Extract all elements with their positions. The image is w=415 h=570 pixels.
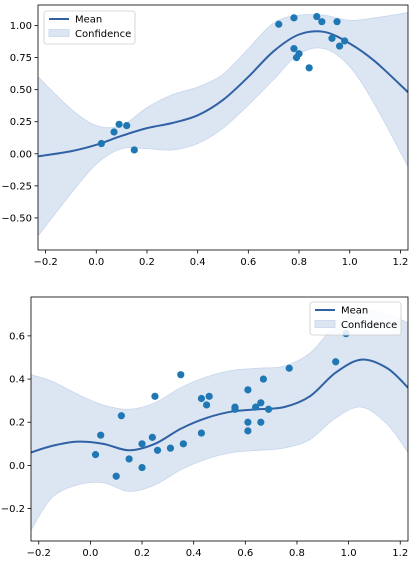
data-point <box>115 120 123 128</box>
data-point <box>295 50 303 58</box>
axes-frame <box>37 4 409 251</box>
x-tick-label: 0.0 <box>88 257 104 268</box>
x-tick-label: 0.6 <box>237 548 253 559</box>
x-tick-label: 1.0 <box>341 548 357 559</box>
data-point <box>148 433 156 441</box>
x-tick-label: 0.4 <box>186 548 202 559</box>
x-tick-label: 0.0 <box>82 548 98 559</box>
y-tick-label: 1.00 <box>10 21 32 32</box>
data-point <box>197 394 206 403</box>
legend-label-mean: Mean <box>75 15 102 26</box>
data-point <box>153 446 162 454</box>
data-point <box>205 392 213 400</box>
data-point <box>112 472 120 480</box>
y-tick-label: 0.0 <box>9 461 25 472</box>
y-tick-label: 0.00 <box>10 149 32 160</box>
legend-label-confidence: Confidence <box>341 320 397 331</box>
y-tick-label: 0.25 <box>10 117 32 128</box>
data-point <box>305 64 313 72</box>
data-point <box>264 405 273 413</box>
data-point <box>244 386 252 394</box>
y-tick-label: 0.2 <box>9 418 25 429</box>
y-tick-label: 0.6 <box>9 331 25 342</box>
data-point <box>244 427 252 435</box>
legend-label-confidence: Confidence <box>75 29 131 40</box>
chart-2: −0.2 0.0 0.2 0.4 0.6 0.8 1.0 1.2 −0.2 0.0 0.2 0.4 0.… <box>1 296 409 559</box>
x-tick-label: 0.2 <box>134 548 150 559</box>
data-point <box>117 412 125 420</box>
x-tick-label: 0.4 <box>190 257 206 268</box>
data-point <box>151 392 159 400</box>
data-point <box>257 399 265 407</box>
data-point <box>335 42 344 50</box>
y-tick-label: −0.2 <box>1 504 25 515</box>
data-point <box>125 455 133 463</box>
x-tick-label: 1.2 <box>392 548 408 559</box>
data-point <box>138 463 146 472</box>
data-point <box>332 358 340 366</box>
y-tick-label: 0.4 <box>9 375 25 386</box>
chart-1: −0.2 0.0 0.2 0.4 0.6 0.8 1.0 1.2 −0.50 −0.25 0.00 0… <box>1 4 409 268</box>
data-point <box>328 34 336 42</box>
data-point <box>341 37 349 45</box>
data-point <box>197 429 206 437</box>
data-point <box>318 18 326 26</box>
data-point <box>97 431 105 439</box>
data-point <box>252 403 260 411</box>
plot-area <box>31 309 408 531</box>
data-point <box>179 440 187 448</box>
confidence-band <box>31 309 408 531</box>
axes-frame <box>30 296 409 542</box>
y-tick-label: −0.50 <box>1 213 32 224</box>
x-tick-label: −0.2 <box>33 257 57 268</box>
x-tick-label: 1.0 <box>342 257 358 268</box>
data-point <box>290 14 298 22</box>
data-point <box>285 364 293 372</box>
data-point <box>257 418 265 426</box>
y-tick-label: 0.50 <box>10 85 32 96</box>
data-point <box>110 128 118 136</box>
data-point <box>177 371 185 379</box>
x-tick-label: −0.2 <box>27 548 51 559</box>
y-tick-label: −0.25 <box>1 181 32 192</box>
mean-line <box>31 358 408 454</box>
data-point <box>130 146 138 154</box>
data-point <box>333 18 341 26</box>
data-point <box>244 418 252 426</box>
x-tick-label: 0.8 <box>289 548 305 559</box>
data-point <box>313 12 321 21</box>
data-point <box>91 451 100 459</box>
data-point <box>231 405 239 413</box>
data-point <box>123 121 131 130</box>
data-point <box>275 20 283 28</box>
legend-confidence-swatch <box>314 320 336 328</box>
plot-area <box>38 12 408 237</box>
data-point <box>97 139 105 148</box>
x-tick-label: 0.6 <box>240 257 256 268</box>
legend-label-mean: Mean <box>341 306 368 317</box>
x-tick-label: 0.8 <box>291 257 307 268</box>
x-tick-label: 1.2 <box>392 257 408 268</box>
data-point <box>202 401 211 409</box>
data-point <box>290 45 298 53</box>
data-point <box>138 440 146 448</box>
data-point <box>259 375 267 383</box>
legend: Mean Confidence <box>309 301 402 336</box>
data-point <box>166 444 175 452</box>
legend-confidence-swatch <box>48 29 70 37</box>
legend: Mean Confidence <box>43 10 136 45</box>
x-tick-label: 0.2 <box>139 257 155 268</box>
y-tick-label: 0.75 <box>10 53 32 64</box>
